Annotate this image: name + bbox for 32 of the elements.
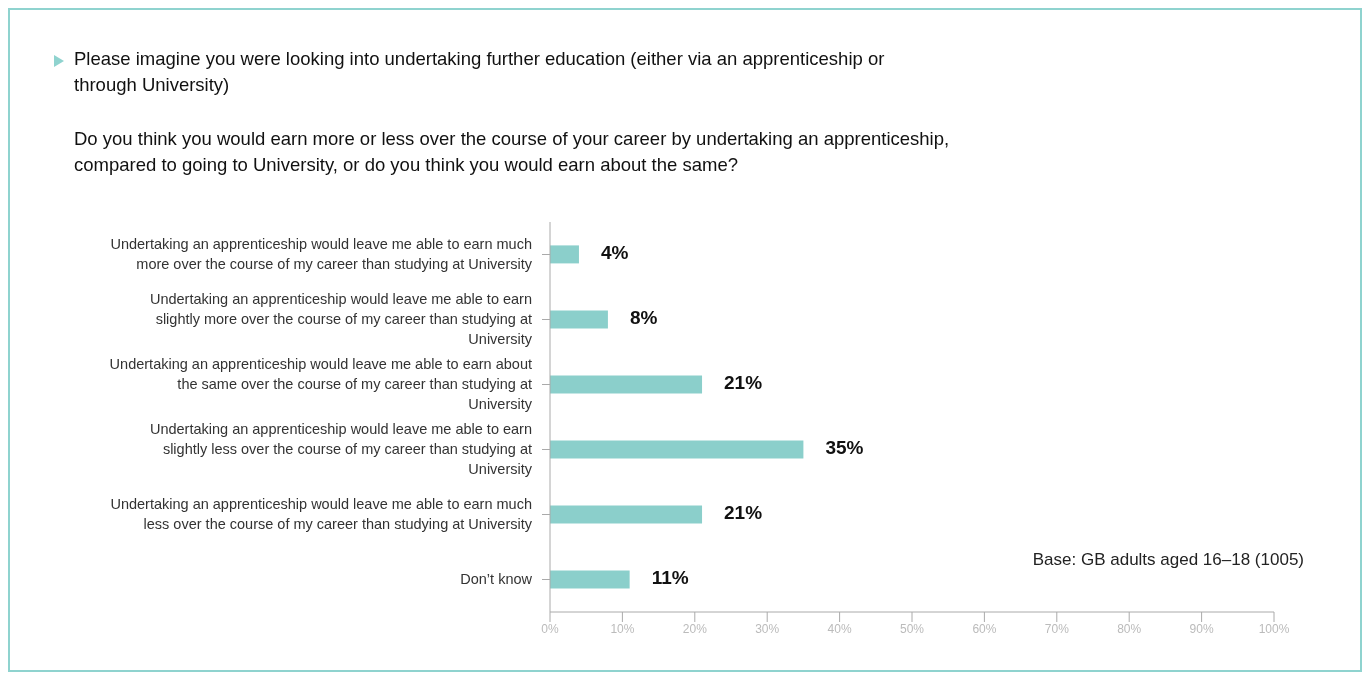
x-tick-label: 0% [541, 621, 559, 636]
bar [550, 245, 579, 264]
x-tick-label: 90% [1189, 621, 1214, 636]
bar [550, 570, 630, 589]
data-label: 21% [724, 502, 763, 524]
x-tick-label: 50% [899, 621, 925, 636]
x-tick-label: 30% [755, 621, 780, 636]
x-tick-label: 80% [1117, 621, 1142, 636]
x-tick-label: 10% [610, 621, 635, 636]
y-tick-label: Undertaking an apprenticeship would leave me able to earn slightly more over the course of my career than studying at University [149, 290, 533, 347]
x-tick-label: 60% [972, 621, 997, 636]
x-tick-label: 20% [682, 621, 708, 636]
data-label: 4% [600, 242, 629, 264]
bar [550, 310, 608, 329]
chart-title: Please imagine you were looking into undertaking further education (either via an apprenticeship or through University) [74, 47, 886, 97]
bar [550, 440, 804, 459]
data-label: 35% [825, 437, 864, 459]
bar [550, 375, 703, 394]
y-tick-label: Undertaking an apprenticeship would leave me able to earn about the same over the course of my career than studying at University [109, 355, 533, 412]
data-label: 11% [651, 567, 689, 589]
y-tick-label: Undertaking an apprenticeship would leave me able to earn much more over the course of my career than studying at University [110, 235, 533, 272]
y-tick-label: Don’t know [460, 570, 533, 587]
x-tick-label: 70% [1044, 621, 1070, 636]
bar [550, 505, 703, 524]
x-tick-label: 40% [827, 621, 852, 636]
data-label: 21% [724, 372, 763, 394]
y-tick-label: Undertaking an apprenticeship would leave me able to earn slightly less over the course of my career than studying at University [149, 420, 533, 477]
annotation: Base: GB adults aged 16–18 (1005) [1032, 550, 1304, 570]
x-tick-label: 100% [1258, 621, 1290, 636]
y-tick-label: Undertaking an apprenticeship would leave me able to earn much less over the course of my career than studying at University [110, 495, 533, 532]
data-label: 8% [629, 307, 658, 329]
chart-subtitle: Do you think you would earn more or less over the course of your career by undertaking an apprenticeship, compared to going to University, or do you think you would earn about the same? [74, 127, 951, 177]
